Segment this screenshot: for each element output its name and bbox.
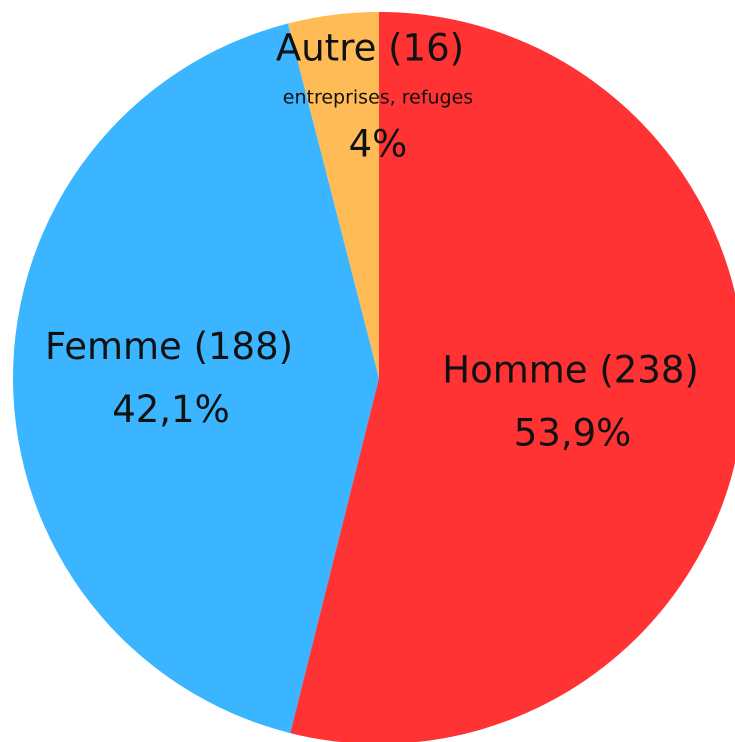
slice-value-label: 42,1% bbox=[112, 388, 230, 431]
slice-value-label: 53,9% bbox=[514, 411, 632, 454]
slice-label: Homme (238) bbox=[442, 348, 699, 391]
slice-label: Femme (188) bbox=[45, 325, 293, 368]
pie-slice bbox=[287, 11, 379, 378]
slice-annotation: entreprises, refuges bbox=[283, 87, 473, 109]
slice-value-label: 4% bbox=[349, 123, 408, 166]
slice-label: Autre (16) bbox=[276, 27, 464, 70]
pie-slice bbox=[13, 23, 380, 734]
pie-slice bbox=[290, 12, 735, 742]
